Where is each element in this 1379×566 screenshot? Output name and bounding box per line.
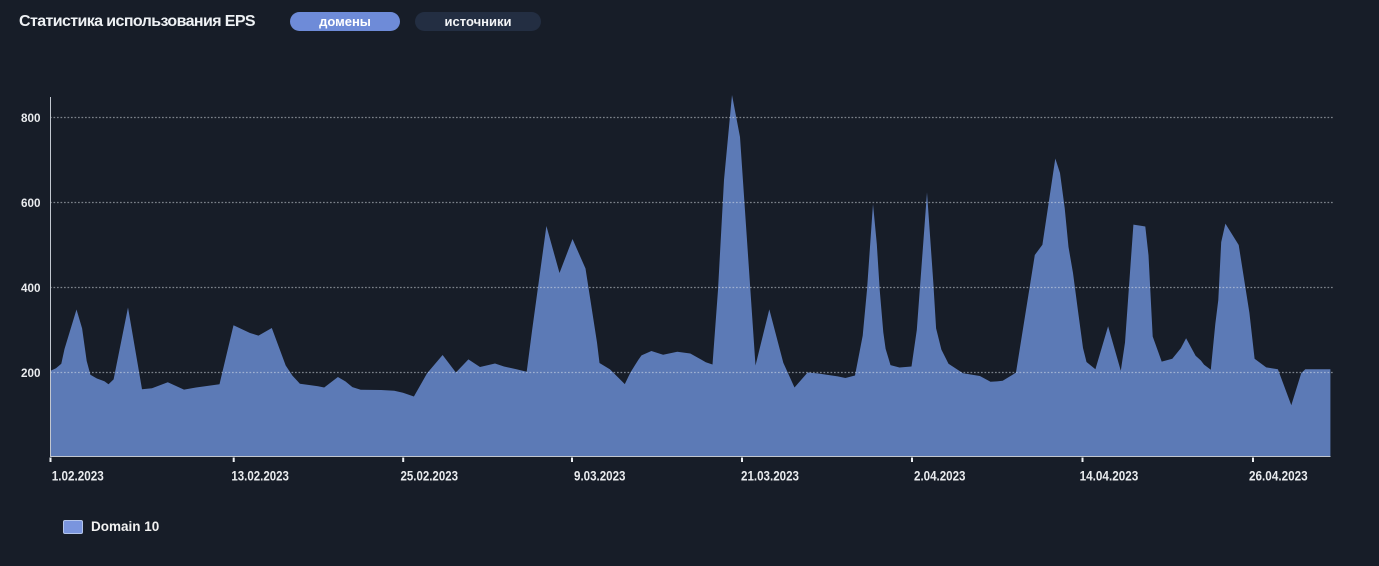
svg-text:14.04.2023: 14.04.2023 [1080,469,1139,484]
svg-text:9.03.2023: 9.03.2023 [574,469,626,484]
svg-text:21.03.2023: 21.03.2023 [741,469,799,484]
svg-text:800: 800 [21,111,41,125]
svg-text:1.02.2023: 1.02.2023 [52,469,104,484]
svg-text:600: 600 [21,196,41,210]
svg-text:2.04.2023: 2.04.2023 [914,469,966,484]
svg-text:400: 400 [21,281,41,295]
svg-text:25.02.2023: 25.02.2023 [401,469,459,484]
svg-text:13.02.2023: 13.02.2023 [231,469,289,484]
svg-text:200: 200 [21,366,41,380]
svg-text:26.04.2023: 26.04.2023 [1249,469,1308,484]
